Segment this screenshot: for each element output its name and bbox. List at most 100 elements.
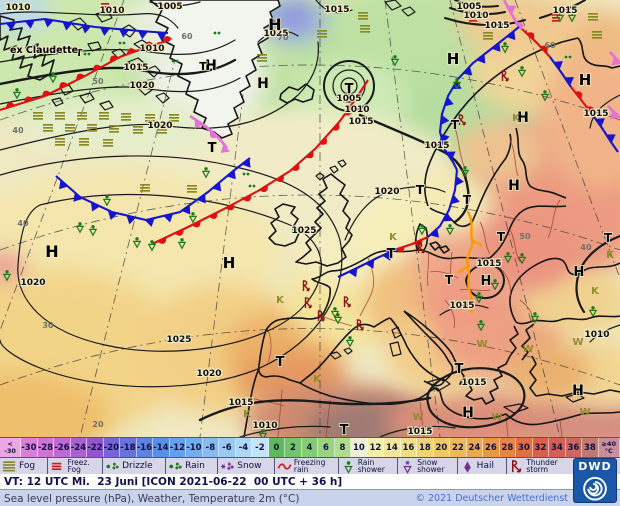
rain-shower-icon [445,224,455,236]
weather-fronts [0,0,620,278]
graticule-label: 70 [277,33,289,42]
front-semicircle [516,21,524,31]
pressure-center-label: T [76,48,83,59]
pressure-label: 1015 [407,427,432,437]
snow-icon [221,462,235,470]
rain-shower-icon [88,225,98,237]
drizzle-icon [242,172,250,176]
legend-label: Rain shower [357,457,385,474]
front-triangle [212,182,222,192]
front-semicircle [109,55,119,63]
fog-icon [145,114,155,122]
legend-item-rain-shower: Rain shower [339,457,399,474]
scale-cell: 8 [334,438,352,457]
pressure-label: 1015 [424,141,449,151]
pressure-label: 1015 [461,378,486,388]
front-triangle [440,114,450,125]
fog-icon [157,126,167,134]
graticule-grid [0,0,620,437]
fog-icon [55,138,65,146]
pressure-label: 1015 [484,21,509,31]
rain-shower-icon [540,90,550,102]
pressure-label: 1015 [476,259,501,269]
fog-icon [257,54,267,62]
legend-label: Fog [19,460,36,471]
front-triangle [611,56,620,66]
graticule-label: 30 [42,321,54,330]
pressure-label: 1010 [252,421,277,431]
dwd-logo: DWD [573,458,617,503]
subtitle-text: Sea level pressure (hPa), Weather, Tempe… [4,492,300,505]
front-triangle [137,30,148,40]
airmass-label: W [491,412,502,423]
pressure-center-label: H [257,76,269,92]
pressure-label: 1025 [291,226,316,236]
legend-label: Hail [476,460,494,471]
front-triangle [553,61,563,70]
pressure-label: 1010 [463,11,488,21]
rain-shower-icon [188,212,198,224]
front-triangle [606,134,616,143]
fog-icon [592,31,602,39]
cold-front-line [591,113,619,153]
front-triangle [491,42,501,52]
front-semicircle [174,229,184,236]
scale-cell: -20 [103,438,121,457]
front-semicircle [343,107,352,116]
legend-label: Snow shower [417,457,445,474]
rain-shower-icon [343,460,353,474]
front-triangle [5,22,16,31]
scale-cell: -8 [202,438,220,457]
front-triangle [446,151,456,161]
legend-item-drizzle: Drizzle [103,458,167,474]
symbol-legend: Fog Freez. Fog Drizzle Rain Snow Freezing rai… [0,458,620,474]
pressure-center-label: T [345,82,354,97]
fog-icon [55,112,65,120]
thunderstorm-icon [512,459,522,472]
scale-cell: 20 [433,438,451,457]
front-semicircle [59,82,69,89]
scale-cell: 36 [565,438,583,457]
temperature-scale: < -30 -30 -28 -26 -24 -22 -20 -18 -16 -14 -12 -10 -8-… [0,437,620,458]
graticule-label: 60 [181,32,193,41]
front-triangle [43,18,54,28]
scale-cell: 4 [301,438,319,457]
fog-icon [588,13,598,21]
legend-item-hail: Hail [458,458,508,474]
graticule-label: 40 [12,126,24,135]
scale-cell: -4 [235,438,253,457]
scale-cell: -24 [70,438,88,457]
rain-shower-icon [177,238,187,250]
cold-front-line [0,17,169,35]
drizzle-icon [564,55,572,59]
pressure-label: 1010 [5,3,30,13]
scale-cell: 18 [417,438,434,457]
legend-item-snow: Snow [218,458,275,474]
fog-icon [109,125,119,133]
graticule-label: 40 [17,219,29,228]
thunderstorm-icon [458,114,466,126]
scale-cell: -26 [54,438,71,457]
pressure-label: 1005 [157,2,182,12]
pressure-label: 1005 [336,94,361,104]
fog-icon [103,139,113,147]
rain-shower-icon [588,306,598,318]
front-semicircle [291,163,300,171]
front-triangle [444,96,454,107]
fog-icon [65,124,75,132]
front-triangle [440,133,450,144]
airmass-label: K [606,250,615,261]
front-triangle [476,54,486,64]
front-triangle [442,212,453,222]
front-triangle [610,110,620,120]
pressure-center-label: H [572,383,584,399]
pressure-center-label: T [340,423,349,437]
scale-cell: -12 [169,438,187,457]
hail-icon [463,460,471,473]
scale-cell: 6 [318,438,335,457]
fog-icon [87,124,97,132]
pressure-label: 1020 [147,121,172,131]
dwd-spiral-icon [583,476,607,501]
scale-cell: 12 [367,438,385,457]
legend-label: Thunder storm [526,457,558,474]
